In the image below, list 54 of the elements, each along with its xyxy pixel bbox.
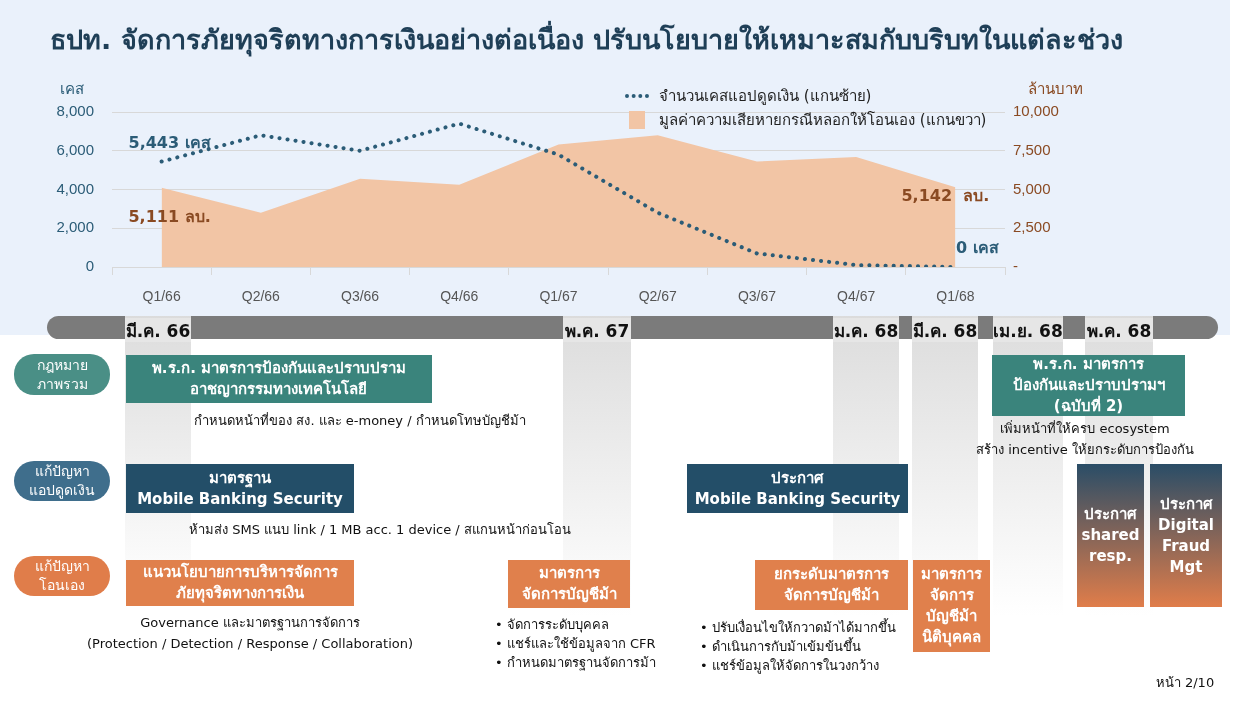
text: Governance และมาตรฐานการจัดการ (Protection / Detection / Response / Collaboration): [85, 614, 415, 653]
text: ม.ค. 68: [833, 318, 899, 342]
y-tick-label: 6,000: [56, 140, 94, 158]
text: พ.ค. 68: [1085, 318, 1153, 342]
x-tick-label: Q2/67: [638, 288, 677, 305]
text: มี.ค. 68: [912, 318, 978, 342]
data-label: 5,111 ลบ.: [128, 206, 211, 226]
legend-label: มูลค่าความเสียหายกรณีหลอกให้โอนเอง (แกนขวา): [659, 110, 987, 131]
text: ยกระดับมาตรการ จัดการบัญชีม้า: [755, 560, 908, 610]
y2-tick-label: 10,000: [1013, 102, 1059, 120]
x-tick-label: Q4/67: [837, 288, 876, 305]
chart-title: ธปท. จัดการภัยทุจริตทางการเงินอย่างต่อเนื่อง ปรับนโยบายให้เหมาะสมกับบริบทในแต่ละช่วง: [50, 20, 1124, 59]
x-tick-label: Q1/66: [142, 288, 181, 305]
text: กำหนดหน้าที่ของ สง. และ e-money / กำหนดโทษบัญชีม้า: [193, 411, 527, 430]
x-tick-label: Q2/66: [241, 288, 281, 305]
text: หน้า 2/10: [1154, 673, 1216, 692]
y2-tick-label: 7,500: [1013, 140, 1051, 158]
y-tick-label: 2,000: [56, 218, 94, 236]
text: พ.ค. 67: [563, 318, 631, 342]
text: • ปรับเงื่อนไขให้กวาดม้าได้มากขึ้น • ดำเนินการกับม้าเข้มข้นขึ้น • แชร์ข้อมูลให้จัดการในวงกว้าง: [700, 617, 897, 675]
text: กฎหมาย ภาพรวม: [14, 354, 110, 395]
text: มาตรการ จัดการบัญชีม้า: [508, 560, 630, 608]
y2-tick-label: -: [1013, 257, 1018, 275]
x-tick-label: Q1/67: [539, 288, 578, 305]
text: มี.ค. 66: [125, 318, 191, 342]
text: ประกาศ Mobile Banking Security: [687, 464, 908, 513]
legend-label: จำนวนเคสแอปดูดเงิน (แกนซ้าย): [659, 86, 872, 107]
text: พ.ร.ก. มาตรการ ป้องกันและปราบปรามฯ (ฉบับที่ 2): [992, 355, 1185, 416]
y-tick-label: 4,000: [56, 179, 94, 197]
text: พ.ร.ก. มาตรการป้องกันและปราบปราม อาชญากรรมทางเทคโนโลยี: [126, 355, 432, 403]
y-axis-title: เคส: [60, 79, 84, 98]
text: แก้ปัญหา โอนเอง: [14, 556, 110, 596]
text: แก้ปัญหา แอปดูดเงิน: [14, 461, 110, 501]
y2-axis-title: ล้านบาท: [1027, 79, 1083, 98]
y2-tick-label: 2,500: [1013, 218, 1051, 236]
text: เม.ย. 68: [993, 318, 1063, 342]
x-tick-label: Q1/68: [936, 288, 975, 305]
text: ประกาศ shared resp.: [1077, 464, 1144, 607]
text: • จัดการระดับบุคคล • แชร์และใช้ข้อมูลจาก CFR • กำหนดมาตรฐานจัดการม้า: [495, 615, 657, 672]
data-label: 5,443 เคส: [128, 132, 211, 152]
x-tick-label: Q4/66: [440, 288, 479, 305]
text: แนวนโยบายการบริหารจัดการ ภัยทุจริตทางการเงิน: [126, 560, 354, 606]
x-tick-label: Q3/67: [737, 288, 777, 305]
y-tick-label: 8,000: [56, 102, 94, 120]
text: ห้ามส่ง SMS แนบ link / 1 MB acc. 1 device / สแกนหน้าก่อนโอน: [188, 520, 572, 539]
text: เพิ่มหน้าที่ให้ครบ ecosystem สร้าง incentive ให้ยกระดับการป้องกัน: [975, 419, 1195, 459]
y2-tick-label: 5,000: [1013, 179, 1051, 197]
text: มาตรฐาน Mobile Banking Security: [126, 464, 354, 513]
data-label: 0 เคส: [956, 238, 999, 258]
x-tick-label: Q3/66: [340, 288, 380, 305]
text: ประกาศ Digital Fraud Mgt: [1150, 464, 1222, 607]
y-tick-label: 0: [85, 257, 94, 275]
text: มาตรการ จัดการ บัญชีม้า นิติบุคคล: [913, 560, 990, 652]
data-label: 5,142 ลบ.: [901, 186, 990, 206]
